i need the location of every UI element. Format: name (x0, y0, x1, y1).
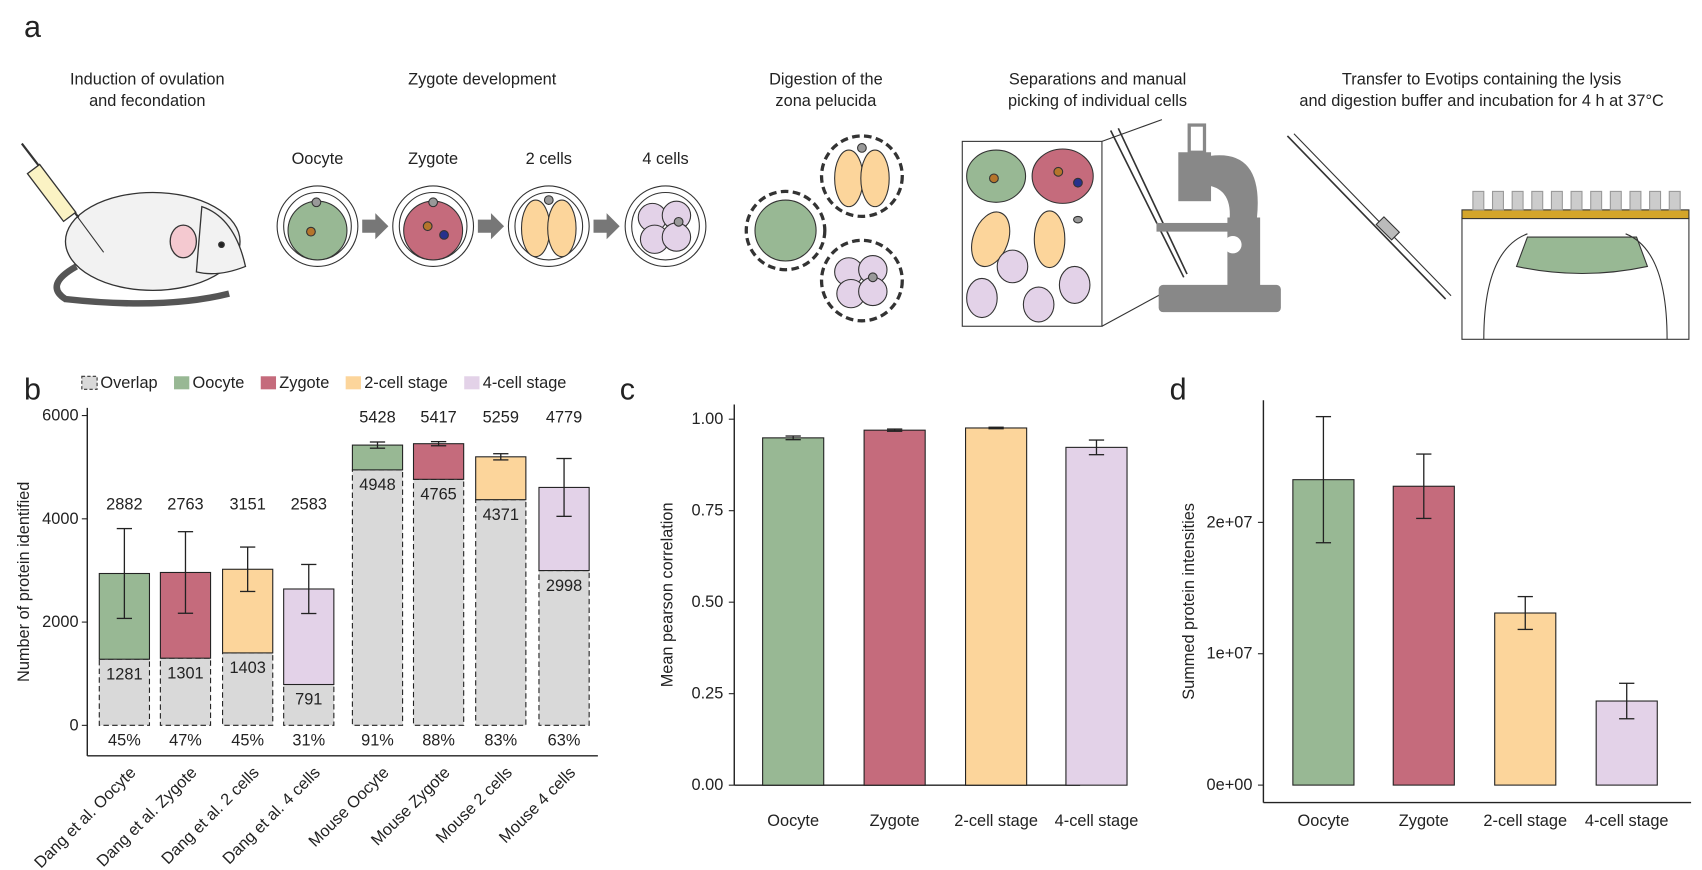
y-tick-label: 0.50 (692, 593, 724, 611)
y-axis-title: Number of protein identified (15, 482, 33, 682)
legend-swatch (260, 376, 277, 390)
y-tick-label: 2000 (42, 613, 78, 631)
panel-label: c (620, 372, 635, 406)
y-tick-label: 1e+07 (1207, 645, 1253, 663)
y-tick-label: 0.25 (692, 685, 724, 703)
bar (762, 437, 825, 786)
y-tick-label: 0e+00 (1207, 776, 1253, 794)
y-tick-label: 2e+07 (1207, 513, 1253, 531)
overlap-label: 1403 (229, 659, 265, 677)
percent-label: 91% (361, 732, 394, 750)
step-title: and fecondation (89, 92, 205, 110)
bar (863, 429, 926, 786)
stage-label: Zygote (408, 150, 458, 168)
overlap-label: 1281 (106, 665, 142, 683)
percent-label: 45% (108, 732, 141, 750)
bar (1392, 485, 1455, 786)
y-tick-label: 1.00 (692, 410, 724, 428)
bar-segment (159, 657, 212, 726)
overlap-label: 4765 (420, 486, 456, 504)
step-title: Zygote development (408, 70, 557, 88)
legend-swatch (345, 376, 361, 390)
y-tick-label: 4000 (42, 510, 78, 528)
bar-segment (538, 570, 590, 726)
total-label: 5259 (483, 409, 519, 427)
percent-label: 88% (422, 732, 455, 750)
bar-segment (283, 683, 335, 726)
y-axis-title: Mean pearson correlation (659, 502, 677, 687)
step-title: Separations and manual (1009, 70, 1186, 88)
step-title: Induction of ovulation (70, 70, 225, 88)
total-label: 4779 (546, 409, 582, 427)
legend-label: Zygote (279, 374, 329, 392)
bar-segment (475, 456, 527, 501)
y-tick-label: 0.00 (692, 776, 724, 794)
overlap-label: 791 (295, 691, 322, 709)
overlap-label: 1301 (167, 664, 203, 682)
legend-label: Overlap (100, 374, 157, 392)
total-label: 2882 (106, 496, 142, 514)
separation-illustration (961, 119, 1281, 327)
total-label: 5428 (359, 409, 395, 427)
stage-label: 4 cells (642, 150, 688, 168)
overlap-label: 4371 (483, 506, 519, 524)
legend-swatch (81, 375, 98, 390)
x-tick-label: 2-cell stage (1483, 812, 1567, 830)
panel-label: d (1170, 372, 1187, 406)
bar-segment (412, 478, 465, 726)
bar-segment (412, 443, 465, 480)
bar-segment (351, 469, 404, 726)
legend-label: 4-cell stage (483, 374, 567, 392)
step-titles: Induction of ovulation and fecondation Z… (70, 70, 1664, 167)
total-label: 5417 (420, 409, 456, 427)
y-tick-label: 0.75 (692, 502, 724, 520)
step-title: and digestion buffer and incubation for … (1299, 92, 1664, 110)
x-tick-label: Dang et al. Oocyte (31, 764, 140, 870)
percent-label: 31% (292, 732, 325, 750)
step-title: zona pelucida (775, 92, 877, 110)
percent-label: 83% (484, 732, 517, 750)
y-axis-title: Summed protein intensities (1180, 503, 1198, 700)
legend-label: 2-cell stage (364, 374, 448, 392)
evotip-illustration (1286, 133, 1690, 340)
x-tick-label: Oocyte (1298, 812, 1350, 830)
y-tick-label: 6000 (42, 407, 78, 425)
panel-label: b (24, 372, 41, 406)
stage-label: 2 cells (526, 150, 572, 168)
legend-swatch (174, 376, 190, 390)
y-tick-label: 0 (69, 716, 78, 734)
bar (965, 427, 1028, 786)
bar-segment (475, 499, 527, 726)
bar-segment (98, 658, 151, 726)
x-tick-label: 4-cell stage (1055, 812, 1139, 830)
total-label: 2763 (167, 496, 203, 514)
x-tick-label: Zygote (870, 812, 920, 830)
embryo-stages (276, 185, 707, 267)
overlap-label: 4948 (359, 476, 395, 494)
legend-label: Oocyte (193, 374, 245, 392)
percent-label: 45% (231, 732, 264, 750)
bar (1494, 612, 1557, 786)
bar (1065, 446, 1128, 786)
stage-label: Oocyte (292, 150, 344, 168)
percent-label: 47% (169, 732, 202, 750)
step-title: Transfer to Evotips containing the lysis (1342, 70, 1621, 88)
x-tick-label: Zygote (1399, 812, 1449, 830)
mouse-illustration (20, 142, 247, 307)
step-title: picking of individual cells (1008, 92, 1187, 110)
legend-swatch (464, 376, 480, 390)
panel-label: a (24, 10, 41, 44)
overlap-label: 2998 (546, 577, 582, 595)
x-tick-label: 4-cell stage (1585, 812, 1669, 830)
digested-cells (744, 134, 904, 323)
x-tick-label: Oocyte (767, 812, 819, 830)
total-label: 3151 (229, 496, 265, 514)
total-label: 2583 (291, 496, 327, 514)
step-title: Digestion of the (769, 70, 883, 88)
bar-segment (222, 652, 274, 726)
bar-segment (351, 444, 404, 471)
percent-label: 63% (548, 732, 581, 750)
x-tick-label: 2-cell stage (954, 812, 1038, 830)
